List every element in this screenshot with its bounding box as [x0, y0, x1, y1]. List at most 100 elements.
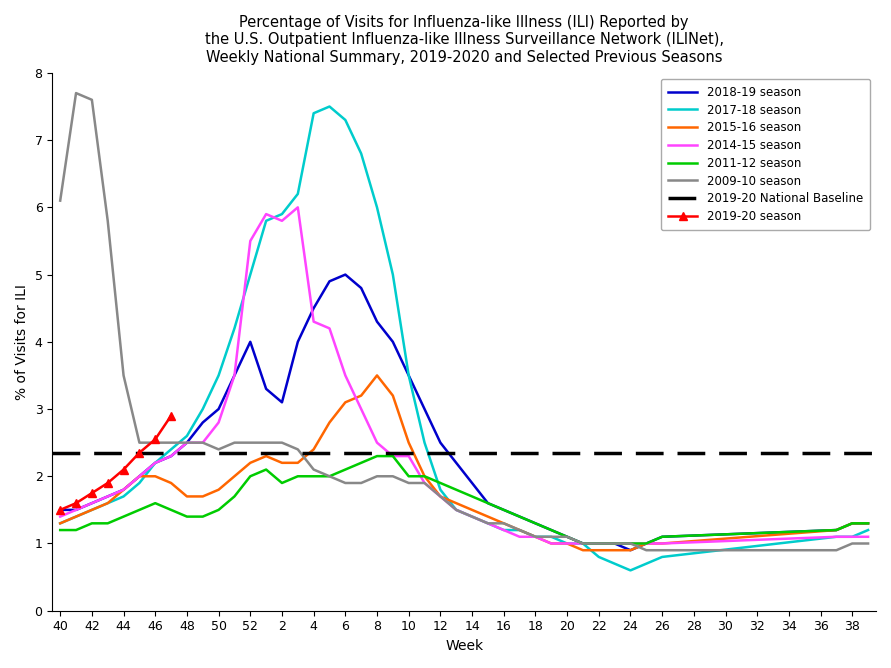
- 2018-19 season: [467, 479, 478, 487]
- 2015-16 season: [276, 459, 287, 467]
- 2014-15 season: [593, 540, 604, 548]
- 2009-10 season: [134, 439, 144, 447]
- 2014-15 season: [467, 512, 478, 520]
- 2019-20 season: [119, 466, 129, 474]
- 2015-16 season: [182, 492, 192, 500]
- 2018-19 season: [404, 371, 414, 379]
- 2011-12 season: [166, 506, 176, 514]
- 2015-16 season: [451, 499, 462, 507]
- 2018-19 season: [372, 318, 382, 326]
- 2009-10 season: [292, 446, 303, 454]
- 2011-12 season: [213, 506, 224, 514]
- 2011-12 season: [404, 472, 414, 480]
- 2014-15 season: [372, 439, 382, 447]
- 2009-10 season: [862, 540, 873, 548]
- 2018-19 season: [846, 519, 857, 527]
- 2009-10 season: [324, 472, 335, 480]
- 2015-16 season: [404, 439, 414, 447]
- 2009-10 season: [561, 533, 572, 541]
- 2015-16 season: [229, 472, 240, 480]
- 2014-15 season: [70, 506, 81, 514]
- 2009-10 season: [467, 512, 478, 520]
- 2018-19 season: [577, 540, 588, 548]
- 2009-10 season: [86, 96, 97, 104]
- 2017-18 season: [86, 506, 97, 514]
- 2017-18 season: [831, 533, 842, 541]
- 2009-10 season: [229, 439, 240, 447]
- 2014-15 season: [55, 512, 66, 520]
- 2009-10 season: [388, 472, 398, 480]
- 2009-10 season: [530, 533, 541, 541]
- 2015-16 season: [546, 540, 557, 548]
- 2009-10 season: [150, 439, 160, 447]
- 2017-18 season: [530, 533, 541, 541]
- 2017-18 season: [546, 533, 557, 541]
- 2009-10 season: [166, 439, 176, 447]
- 2015-16 season: [372, 371, 382, 379]
- 2014-15 season: [261, 210, 272, 218]
- 2017-18 season: [150, 459, 160, 467]
- 2011-12 season: [340, 466, 351, 474]
- 2009-10 season: [70, 89, 81, 97]
- 2015-16 season: [308, 446, 319, 454]
- 2014-15 season: [182, 439, 192, 447]
- Line: 2019-20 season: 2019-20 season: [56, 411, 176, 514]
- 2009-10 season: [641, 546, 651, 554]
- 2017-18 season: [55, 519, 66, 527]
- 2009-10 season: [404, 479, 414, 487]
- 2014-15 season: [514, 533, 525, 541]
- 2011-12 season: [846, 519, 857, 527]
- 2011-12 season: [862, 519, 873, 527]
- 2018-19 season: [625, 546, 636, 554]
- 2018-19 season: [609, 540, 620, 548]
- 2017-18 season: [213, 371, 224, 379]
- 2015-16 season: [419, 472, 429, 480]
- 2014-15 season: [498, 526, 509, 534]
- 2015-16 season: [561, 540, 572, 548]
- 2017-18 season: [70, 512, 81, 520]
- 2015-16 season: [514, 526, 525, 534]
- 2017-18 season: [609, 560, 620, 568]
- 2017-18 season: [182, 432, 192, 440]
- 2014-15 season: [292, 203, 303, 211]
- 2019-20 season: [166, 411, 176, 420]
- 2014-15 season: [166, 452, 176, 460]
- 2014-15 season: [831, 533, 842, 541]
- 2015-16 season: [245, 459, 256, 467]
- 2011-12 season: [593, 540, 604, 548]
- 2014-15 season: [862, 533, 873, 541]
- 2018-19 season: [102, 492, 113, 500]
- 2011-12 season: [577, 540, 588, 548]
- 2014-15 season: [86, 499, 97, 507]
- 2017-18 season: [388, 271, 398, 279]
- 2017-18 season: [372, 203, 382, 211]
- 2015-16 season: [166, 479, 176, 487]
- 2018-19 season: [166, 452, 176, 460]
- 2009-10 season: [182, 439, 192, 447]
- 2014-15 season: [641, 540, 651, 548]
- 2014-15 season: [134, 472, 144, 480]
- 2011-12 season: [308, 472, 319, 480]
- 2009-10 season: [261, 439, 272, 447]
- 2009-10 season: [498, 519, 509, 527]
- 2009-10 season: [119, 371, 129, 379]
- 2009-10 season: [213, 446, 224, 454]
- 2018-19 season: [514, 512, 525, 520]
- 2018-19 season: [198, 418, 208, 426]
- 2009-10 season: [102, 217, 113, 225]
- 2014-15 season: [213, 418, 224, 426]
- 2014-15 season: [102, 492, 113, 500]
- 2015-16 season: [340, 398, 351, 406]
- 2011-12 season: [55, 526, 66, 534]
- 2015-16 season: [593, 546, 604, 554]
- 2018-19 season: [451, 459, 462, 467]
- 2009-10 season: [514, 526, 525, 534]
- 2018-19 season: [498, 506, 509, 514]
- 2017-18 season: [166, 446, 176, 454]
- 2017-18 season: [102, 499, 113, 507]
- 2015-16 season: [102, 499, 113, 507]
- 2011-12 season: [435, 479, 446, 487]
- 2018-19 season: [388, 338, 398, 346]
- 2015-16 season: [213, 486, 224, 494]
- 2014-15 season: [245, 237, 256, 245]
